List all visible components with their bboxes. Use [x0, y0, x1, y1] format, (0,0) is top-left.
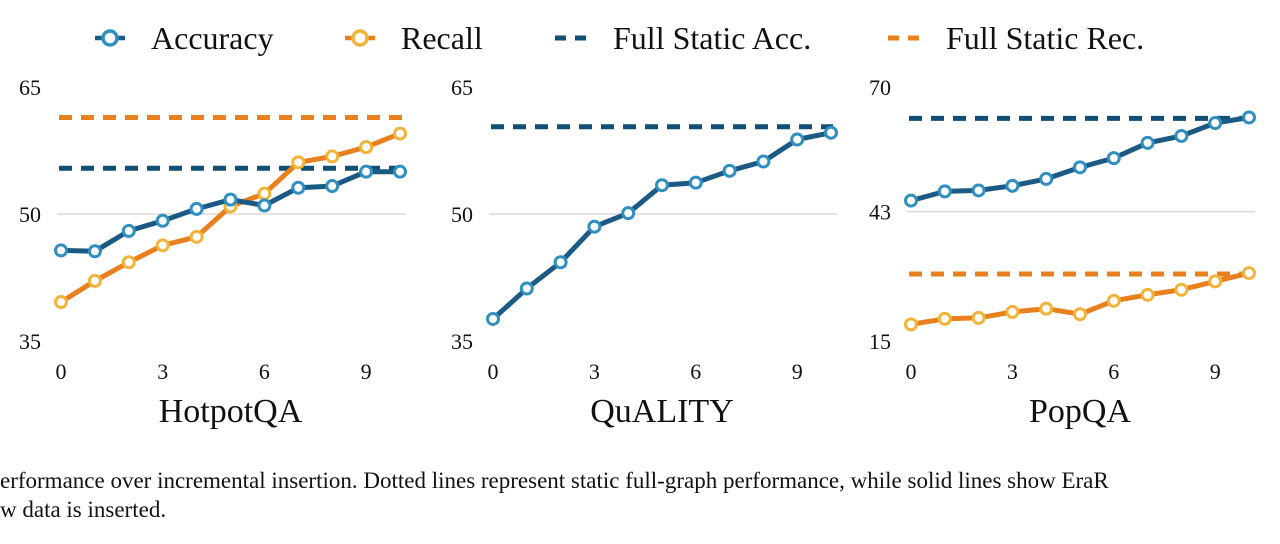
y-tick-label: 35: [451, 329, 473, 354]
accuracy-point: [54, 243, 68, 258]
accuracy-point: [824, 125, 838, 140]
recall-point: [1073, 307, 1087, 322]
legend-marker-recall: [351, 29, 369, 47]
recall-point: [121, 255, 136, 270]
accuracy-point: [1039, 171, 1054, 186]
recall-point: [359, 140, 374, 155]
x-tick-label: 3: [589, 359, 600, 384]
recall-point: [1005, 304, 1020, 319]
recall-line: [59, 131, 401, 305]
panel-title-popqa: PopQA: [1029, 393, 1131, 430]
x-tick-label: 9: [361, 359, 372, 384]
x-tick-label: 0: [56, 359, 67, 384]
y-tick-label: 15: [869, 329, 891, 354]
y-tick-label: 35: [19, 329, 41, 354]
accuracy-point: [155, 213, 170, 228]
caption-line-2: w data is inserted.: [0, 497, 167, 522]
accuracy-point: [1005, 178, 1020, 193]
legend-marker-accuracy: [101, 29, 119, 47]
y-tick-label: 70: [869, 75, 891, 100]
x-tick-label: 6: [690, 359, 701, 384]
recall-point: [257, 186, 272, 201]
recall-point: [1208, 274, 1223, 289]
chart-figure: Accuracy Recall Full Static Acc. Full Stati…: [19, 20, 1256, 430]
recall-point: [87, 273, 102, 288]
recall-point: [1174, 282, 1189, 297]
legend-label-static-rec: Full Static Rec.: [946, 20, 1144, 56]
y-tick-label: 65: [451, 75, 473, 100]
recall-point: [1242, 266, 1256, 281]
x-tick-label: 0: [906, 359, 917, 384]
accuracy-point: [189, 201, 204, 216]
y-tick-label: 50: [19, 202, 41, 227]
accuracy-point: [937, 184, 952, 199]
recall-point: [1039, 301, 1054, 316]
recall-point: [937, 311, 952, 326]
y-tick-label: 43: [869, 200, 891, 225]
accuracy-line: [910, 115, 1250, 204]
accuracy-point: [1073, 160, 1087, 175]
accuracy-point: [904, 193, 918, 208]
accuracy-line: [491, 130, 832, 321]
x-tick-label: 3: [157, 359, 168, 384]
recall-point: [291, 155, 306, 170]
y-tick-label: 65: [19, 75, 41, 100]
panel-popqa: 15 43 70 0 3 6 9 PopQA: [869, 75, 1256, 430]
accuracy-point: [359, 164, 374, 179]
recall-point: [54, 295, 68, 310]
accuracy-point: [1208, 116, 1223, 131]
accuracy-point: [87, 244, 102, 259]
recall-point: [189, 229, 204, 244]
accuracy-point: [790, 132, 805, 147]
accuracy-point: [971, 183, 986, 198]
recall-point: [325, 149, 340, 164]
accuracy-point: [486, 311, 500, 326]
accuracy-point: [121, 223, 136, 238]
y-tick-label: 50: [451, 202, 473, 227]
recall-point: [904, 317, 918, 332]
x-tick-label: 9: [1210, 359, 1221, 384]
recall-point: [393, 126, 407, 141]
x-tick-label: 0: [488, 359, 499, 384]
accuracy-point: [257, 198, 272, 213]
x-tick-label: 6: [259, 359, 270, 384]
accuracy-point: [1242, 110, 1256, 125]
accuracy-point: [621, 206, 636, 221]
recall-point: [1106, 293, 1121, 308]
panel-hotpotqa: 35 50 65 0 3 6 9 HotpotQA: [19, 75, 407, 430]
x-tick-label: 3: [1007, 359, 1018, 384]
accuracy-point: [1106, 151, 1121, 166]
accuracy-point: [393, 164, 407, 179]
panel-title-hotpotqa: HotpotQA: [159, 393, 303, 430]
accuracy-point: [553, 255, 568, 270]
figure-caption: erformance over incremental insertion. D…: [0, 466, 1280, 524]
accuracy-point: [655, 178, 669, 193]
accuracy-point: [291, 180, 306, 195]
panel-quality: 35 50 65 0 3 6 9 QuALITY: [451, 75, 838, 430]
accuracy-point: [587, 219, 602, 234]
legend-label-static-acc: Full Static Acc.: [613, 20, 811, 56]
legend-label-recall: Recall: [401, 20, 483, 56]
accuracy-point: [223, 192, 238, 207]
legend-label-accuracy: Accuracy: [151, 20, 274, 56]
accuracy-point: [756, 154, 771, 169]
legend: Accuracy Recall Full Static Acc. Full Stati…: [95, 20, 1144, 56]
recall-point: [1140, 287, 1155, 302]
x-tick-label: 9: [792, 359, 803, 384]
accuracy-point: [1140, 135, 1155, 150]
recall-point: [971, 310, 986, 325]
accuracy-point: [519, 281, 534, 296]
caption-line-1: erformance over incremental insertion. D…: [0, 468, 1109, 493]
accuracy-point: [722, 163, 737, 178]
panel-title-quality: QuALITY: [590, 393, 734, 430]
accuracy-point: [325, 179, 340, 194]
recall-point: [155, 238, 170, 253]
accuracy-point: [688, 175, 703, 190]
x-tick-label: 6: [1108, 359, 1119, 384]
accuracy-point: [1174, 128, 1189, 143]
